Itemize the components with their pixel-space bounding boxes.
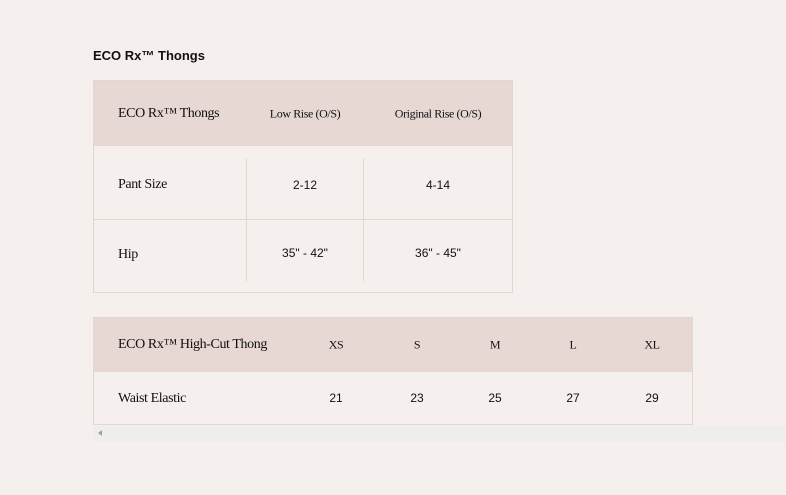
- header-cell: XS: [328, 337, 344, 352]
- column-divider: [246, 158, 247, 281]
- horizontal-scrollbar[interactable]: [93, 426, 786, 442]
- table-cell: 2-12: [292, 178, 318, 192]
- row-label: Waist Elastic: [118, 391, 186, 406]
- table-cell: 36" - 45": [415, 246, 461, 260]
- header-cell: ECO Rx™ Thongs: [118, 106, 220, 121]
- table-cell: 27: [566, 391, 580, 405]
- header-cell: Low Rise (O/S): [269, 106, 341, 121]
- table-cell: 29: [645, 391, 659, 405]
- table-header: [94, 318, 692, 372]
- row-divider: [94, 219, 512, 220]
- table-header: [94, 81, 512, 146]
- table-cell: 4-14: [425, 178, 451, 192]
- table-cell: 23: [410, 391, 424, 405]
- header-cell: ECO Rx™ High-Cut Thong: [118, 337, 267, 352]
- section-title: ECO Rx™ Thongs: [93, 48, 205, 63]
- table-cell: 25: [488, 391, 502, 405]
- header-cell: XL: [644, 337, 660, 352]
- header-cell: M: [489, 337, 501, 352]
- header-cell: Original Rise (O/S): [394, 106, 482, 121]
- scroll-left-arrow-icon[interactable]: [98, 430, 102, 436]
- header-cell: L: [569, 337, 577, 352]
- row-label: Pant Size: [118, 177, 167, 192]
- table-cell: 21: [329, 391, 343, 405]
- thongs-size-table: ECO Rx™ Thongs Low Rise (O/S) Original R…: [93, 80, 513, 293]
- header-cell: S: [413, 337, 421, 352]
- column-divider: [363, 158, 364, 281]
- high-cut-size-table: ECO Rx™ High-Cut Thong XS S M L XL Waist…: [93, 317, 693, 425]
- row-label: Hip: [118, 247, 138, 262]
- table-cell: 35" - 42": [282, 246, 328, 260]
